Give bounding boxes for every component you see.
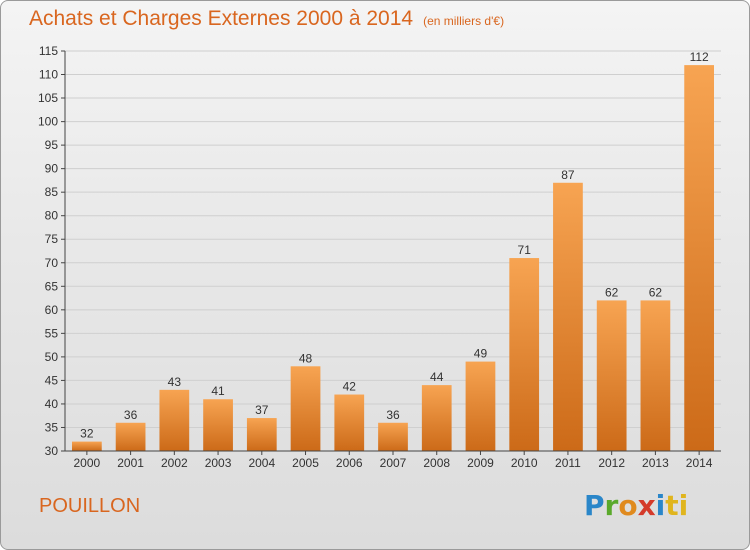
commune-name: POUILLON [39,495,141,517]
y-tick-label: 100 [38,115,58,129]
x-tick-label: 2013 [642,456,669,470]
y-tick-label: 65 [45,279,59,293]
y-tick-label: 115 [39,44,58,58]
y-tick-label: 45 [45,373,59,387]
bar-value-label: 112 [690,50,709,64]
bar [71,441,102,451]
unit-label: (en milliers d'€) [423,14,505,28]
y-tick-label: 35 [45,420,59,434]
y-tick-label: 80 [45,209,59,223]
y-tick-label: 110 [39,68,58,82]
bar [203,399,233,451]
bar-value-label: 36 [124,408,138,422]
y-tick-label: 105 [38,91,58,105]
y-tick-label: 90 [45,162,59,176]
x-tick-label: 2009 [467,456,494,470]
y-tick-label: 70 [45,256,59,270]
y-axis: 30 35 40 45 50 55 60 65 70 75 80 85 90 95 100 105 110 115 [38,44,66,458]
y-tick-label: 40 [45,397,59,411]
x-tick-label: 2003 [205,456,232,470]
y-tick-label: 55 [45,326,59,340]
bar [684,65,715,451]
bars: 32 36 43 41 37 48 42 36 44 49 71 87 62 62 112 [71,50,715,451]
bar [159,389,190,451]
x-tick-label: 2006 [336,456,363,470]
bar [596,300,627,451]
bar-value-label: 32 [80,427,94,441]
bar-value-label: 71 [518,243,532,257]
bar [334,394,365,451]
y-tick-label: 75 [45,232,59,246]
y-tick-label: 60 [45,303,59,317]
x-tick-label: 2005 [292,456,319,470]
x-tick-label: 2002 [161,456,188,470]
bar [378,422,408,451]
bar-value-label: 48 [299,351,313,365]
bar [421,385,452,451]
y-tick-label: 85 [45,185,59,199]
bar-value-label: 44 [430,370,444,384]
chart-title: Achats et Charges Externes 2000 à 2014 (e… [29,7,504,31]
x-axis: 2000 2001 2002 2003 2004 2005 2006 2007 2008 2009… [65,450,721,470]
bar-value-label: 36 [386,408,400,422]
bar-value-label: 37 [255,403,269,417]
bar-value-label: 62 [649,285,663,299]
x-tick-label: 2001 [117,456,144,470]
bar-value-label: 42 [343,380,357,394]
bar [290,366,321,451]
bar [640,300,671,451]
bar [465,361,496,451]
x-tick-label: 2007 [380,456,407,470]
y-tick-label: 30 [45,444,59,458]
x-tick-label: 2008 [423,456,450,470]
bar [246,418,277,451]
bar [115,422,146,451]
x-tick-label: 2000 [74,456,101,470]
x-tick-label: 2011 [555,456,581,470]
proxiti-logo: Proxiti [584,489,689,522]
bar-value-label: 62 [605,285,619,299]
y-tick-label: 95 [45,138,59,152]
bar-value-label: 87 [561,168,575,182]
bar-value-label: 41 [211,384,225,398]
title-text: Achats et Charges Externes 2000 à 2014 [29,7,414,30]
x-tick-label: 2010 [511,456,538,470]
bar [509,258,540,451]
x-tick-label: 2012 [598,456,625,470]
y-tick-label: 50 [45,350,59,364]
bar-value-label: 43 [168,375,182,389]
bar-value-label: 49 [474,347,488,361]
x-tick-label: 2004 [248,456,275,470]
x-tick-label: 2014 [686,456,713,470]
bar [553,182,583,451]
